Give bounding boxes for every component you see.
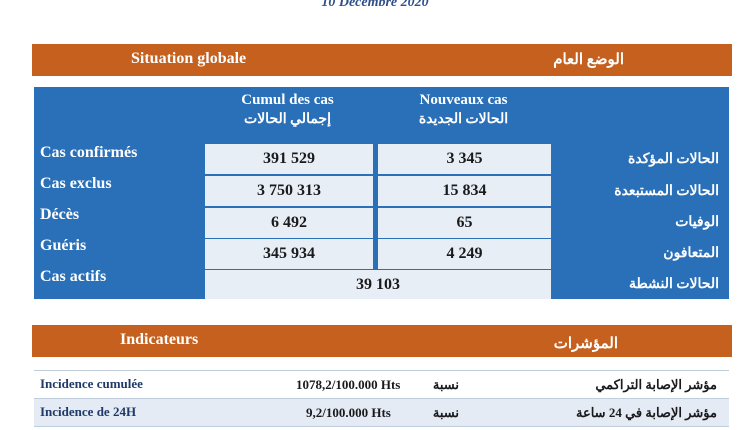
row-label-actifs-ar: الحالات النشطة bbox=[629, 277, 719, 292]
row-label-confirmes: Cas confirmés bbox=[40, 144, 138, 161]
cell-actifs-value: 39 103 bbox=[205, 270, 551, 299]
row-label-deces: Décès bbox=[40, 206, 80, 223]
col-header-new-ar: الحالات الجديدة bbox=[418, 112, 509, 127]
row-label-confirmes-ar: الحالات المؤكدة bbox=[628, 152, 719, 167]
indicator-row-24h: Incidence de 24H 9,2/100.000 Hts نسبة مؤ… bbox=[34, 399, 729, 427]
situation-title-ar: الوضع العام bbox=[553, 52, 624, 68]
row-label-actifs: Cas actifs bbox=[40, 268, 107, 285]
col-header-new-fr: Nouveaux cas bbox=[419, 92, 508, 108]
indicator-value-24h: 9,2/100.000 Hts bbox=[306, 405, 391, 420]
indicateurs-header: Indicateurs المؤشرات bbox=[32, 325, 732, 357]
indicator-label-ar-cumulee: مؤشر الإصابة التراكمي bbox=[595, 377, 717, 392]
cell-cumul-deces: 6 492 bbox=[205, 208, 373, 238]
indicator-label-cumulee: Incidence cumulée bbox=[40, 376, 143, 391]
indicator-rate-ar-cumulee: نسبة bbox=[432, 377, 459, 392]
cell-cumul-exclus: 3 750 313 bbox=[205, 176, 373, 206]
indicator-label-ar-24h: مؤشر الإصابة في 24 ساعة bbox=[575, 405, 717, 420]
cell-new-gueris: 4 249 bbox=[378, 239, 551, 269]
indicator-rate-ar-24h: نسبة bbox=[432, 405, 459, 420]
cell-new-confirmes: 3 345 bbox=[378, 144, 551, 174]
col-header-new: Nouveaux cas الحالات الجديدة bbox=[376, 90, 551, 130]
row-label-gueris: Guéris bbox=[40, 237, 87, 254]
row-label-exclus-ar: الحالات المستبعدة bbox=[614, 184, 719, 199]
indicator-value-cumulee: 1078,2/100.000 Hts bbox=[296, 377, 401, 392]
situation-header: Situation globale الوضع العام bbox=[32, 44, 732, 76]
cell-cumul-confirmes: 391 529 bbox=[205, 144, 373, 174]
situation-title-fr: Situation globale bbox=[131, 50, 247, 67]
indicateurs-title-fr: Indicateurs bbox=[120, 331, 199, 348]
col-header-cumul-ar: إجمالي الحالات bbox=[244, 112, 331, 127]
col-header-cumul-fr: Cumul des cas bbox=[241, 92, 334, 108]
indicator-label-24h: Incidence de 24H bbox=[40, 404, 137, 419]
indicateurs-title-ar: المؤشرات bbox=[553, 336, 618, 352]
row-label-deces-ar: الوفيات bbox=[675, 215, 719, 230]
report-date: 10 Décembre 2020 bbox=[321, 0, 429, 10]
col-header-cumul: Cumul des cas إجمالي الحالات bbox=[200, 90, 375, 130]
cell-new-deces: 65 bbox=[378, 208, 551, 238]
indicator-row-cumulee: Incidence cumulée 1078,2/100.000 Hts نسب… bbox=[34, 370, 729, 399]
row-label-gueris-ar: المتعافون bbox=[663, 246, 719, 261]
situation-table: Cumul des cas إجمالي الحالات Nouveaux ca… bbox=[34, 87, 729, 299]
cell-new-exclus: 15 834 bbox=[378, 176, 551, 206]
cell-cumul-gueris: 345 934 bbox=[205, 239, 373, 269]
row-label-exclus: Cas exclus bbox=[40, 175, 112, 192]
